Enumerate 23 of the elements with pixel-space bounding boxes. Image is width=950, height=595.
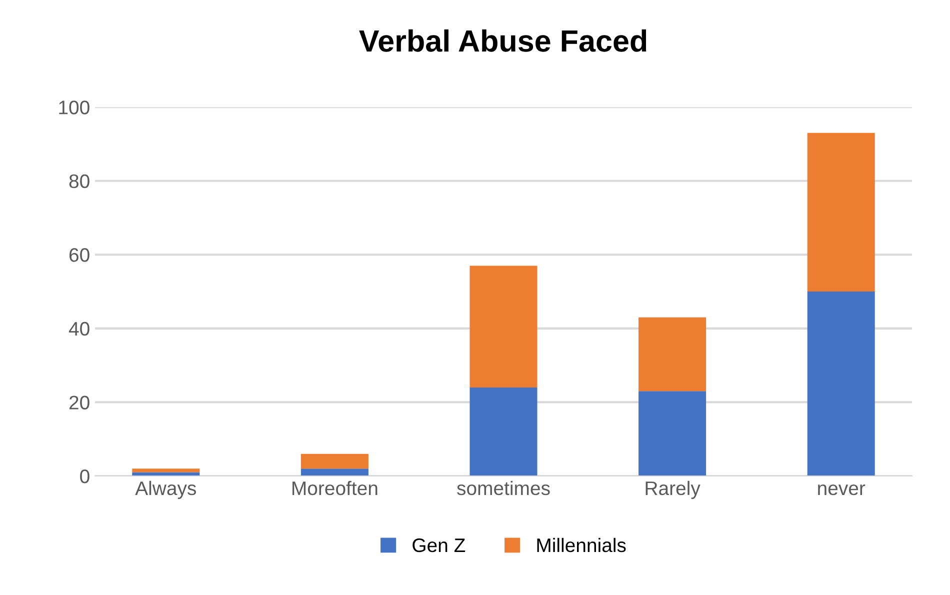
- bar: [638, 391, 706, 476]
- bar: [300, 468, 368, 476]
- chart-title: Verbal Abuse Faced: [359, 29, 646, 52]
- y-tick-label: 80: [69, 174, 90, 188]
- x-tick-label: never: [818, 484, 866, 496]
- legend-label: Millennials: [537, 538, 626, 552]
- bar: [638, 317, 706, 392]
- legend-label: Gen Z: [412, 538, 466, 552]
- bar: [470, 266, 538, 388]
- x-tick-label: Moreoften: [292, 480, 378, 496]
- y-tick-label: 0: [80, 469, 90, 484]
- x-tick-label: sometimes: [457, 480, 550, 496]
- bar: [300, 454, 368, 469]
- y-tick-label: 100: [59, 100, 90, 114]
- x-tick-label: Always: [135, 480, 196, 499]
- bar: [807, 292, 875, 476]
- y-tick-label: 60: [70, 248, 90, 262]
- y-tick-label: 20: [69, 396, 90, 410]
- y-tick-label: 40: [68, 322, 90, 336]
- x-tick-label: Rarely: [646, 480, 700, 499]
- bar: [132, 468, 200, 472]
- bar: [807, 132, 875, 292]
- bar: [470, 387, 538, 476]
